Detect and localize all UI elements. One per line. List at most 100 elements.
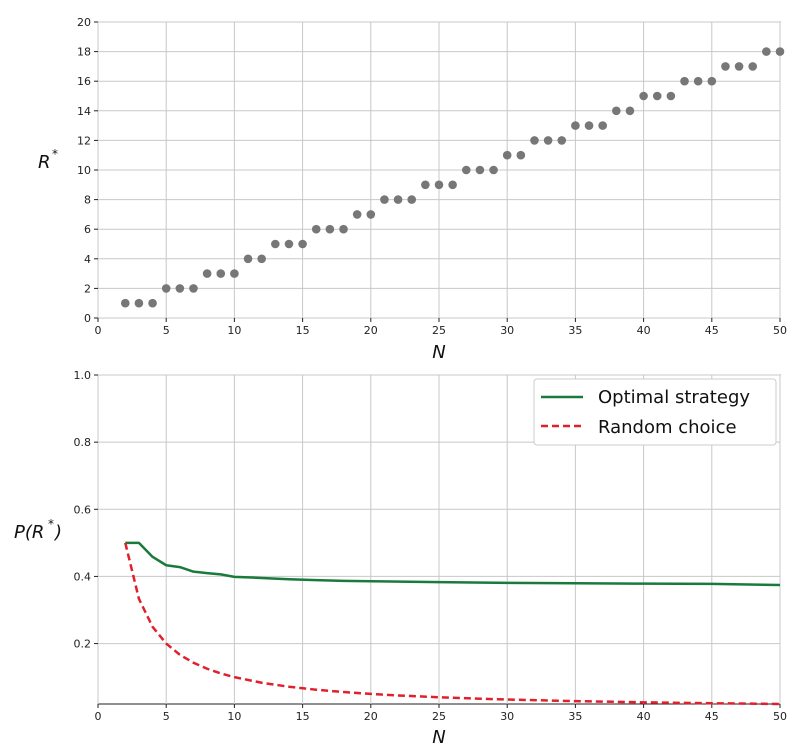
y-tick-label: 6 [84, 223, 91, 236]
y-tick-label: 18 [77, 46, 91, 59]
line-plot: 0 5 10 15 20 25 30 35 40 45 50 0.2 0.4 0.6 0.8 1.0 N P… [14, 369, 787, 748]
scatter-plot: 0 5 10 15 20 25 30 35 40 45 50 0 2 4 6 8 10 12 14 16 18 20 N… [38, 16, 787, 363]
y-tick-label: 16 [77, 75, 91, 88]
svg-text:*: * [52, 147, 58, 161]
x-tick-label: 30 [500, 710, 514, 723]
y-tick-label: 0.8 [74, 436, 92, 449]
plot2-ylabel: P(R * ) [14, 517, 62, 543]
svg-text:*: * [48, 517, 54, 531]
data-point [366, 210, 376, 219]
legend-box [533, 378, 777, 446]
data-point [707, 76, 717, 86]
data-point [148, 298, 157, 308]
y-tick-label: 8 [84, 194, 91, 207]
x-tick-label: 0 [95, 324, 102, 337]
data-point [680, 76, 689, 86]
data-point [666, 91, 676, 101]
plot2-x-ticks: 0 5 10 15 20 25 30 35 40 45 50 [95, 704, 787, 723]
data-point [598, 121, 607, 130]
data-point [243, 254, 253, 264]
y-tick-label: 12 [77, 134, 91, 147]
series-line-optimal [125, 541, 781, 587]
y-tick-label: 1.0 [74, 369, 92, 382]
x-tick-label: 5 [163, 324, 170, 337]
data-point [298, 239, 307, 249]
x-tick-label: 15 [296, 710, 310, 723]
legend-label-random: Random choice [598, 417, 737, 438]
x-tick-label: 35 [568, 710, 582, 723]
data-point [120, 298, 130, 308]
data-point [434, 180, 444, 190]
data-point [407, 195, 417, 204]
data-point [639, 91, 648, 101]
x-tick-label: 10 [227, 324, 241, 337]
data-point [489, 165, 498, 175]
data-point [216, 269, 226, 278]
data-point [448, 180, 457, 190]
legend-label-optimal: Optimal strategy [598, 387, 750, 408]
data-point [762, 47, 771, 56]
data-point [393, 195, 403, 204]
data-point [134, 298, 144, 308]
plot2-xlabel: N [432, 727, 445, 748]
data-point [189, 284, 198, 293]
plot2-y-ticks: 0.2 0.4 0.6 0.8 1.0 [74, 369, 98, 651]
series-line-random [124, 542, 781, 706]
data-point [339, 224, 348, 234]
data-point [161, 284, 171, 293]
x-tick-label: 20 [364, 324, 378, 337]
data-point [475, 165, 485, 175]
x-tick-label: 40 [637, 324, 651, 337]
data-point [612, 106, 621, 116]
data-point [352, 210, 362, 219]
data-point [734, 62, 744, 71]
data-point [571, 121, 580, 130]
x-tick-label: 50 [773, 324, 787, 337]
data-point [202, 269, 212, 278]
plot1-xlabel: N [432, 342, 445, 363]
plot1-x-ticks: 0 5 10 15 20 25 30 35 40 45 50 [95, 318, 787, 337]
y-tick-label: 20 [77, 16, 91, 29]
y-tick-label: 0.6 [74, 503, 92, 516]
legend: Optimal strategy Random choice [533, 378, 777, 446]
plot1-points [120, 47, 785, 308]
data-point [502, 150, 512, 160]
data-point [625, 106, 635, 116]
data-point [257, 254, 266, 264]
y-tick-label: 0 [84, 312, 91, 325]
data-point [271, 239, 280, 249]
y-tick-label: 0.4 [74, 570, 92, 583]
data-point [230, 269, 239, 278]
data-point [421, 180, 430, 190]
data-point [284, 239, 294, 249]
x-tick-label: 15 [296, 324, 310, 337]
data-point [748, 62, 758, 71]
y-tick-label: 10 [77, 164, 91, 177]
y-tick-label: 4 [84, 253, 91, 266]
data-point [175, 284, 185, 293]
plot1-ylabel: R * [38, 147, 58, 173]
y-tick-label: 14 [77, 105, 91, 118]
data-point [516, 150, 526, 160]
x-tick-label: 50 [773, 710, 787, 723]
x-tick-label: 40 [637, 710, 651, 723]
data-point [652, 91, 662, 101]
data-point [721, 62, 730, 71]
data-point [325, 224, 335, 234]
x-tick-label: 0 [95, 710, 102, 723]
plot1-y-ticks: 0 2 4 6 8 10 12 14 16 18 20 [77, 16, 98, 325]
x-tick-label: 35 [568, 324, 582, 337]
data-point [461, 165, 471, 175]
x-tick-label: 25 [432, 710, 446, 723]
y-tick-label: 2 [84, 282, 91, 295]
svg-text:): ) [53, 522, 62, 543]
x-tick-label: 25 [432, 324, 446, 337]
data-point [311, 224, 321, 234]
data-point [775, 47, 785, 56]
svg-text:P(R: P(R [14, 522, 44, 543]
x-tick-label: 5 [163, 710, 170, 723]
plot1-grid [97, 21, 781, 319]
data-point [584, 121, 594, 130]
data-point [380, 195, 389, 204]
